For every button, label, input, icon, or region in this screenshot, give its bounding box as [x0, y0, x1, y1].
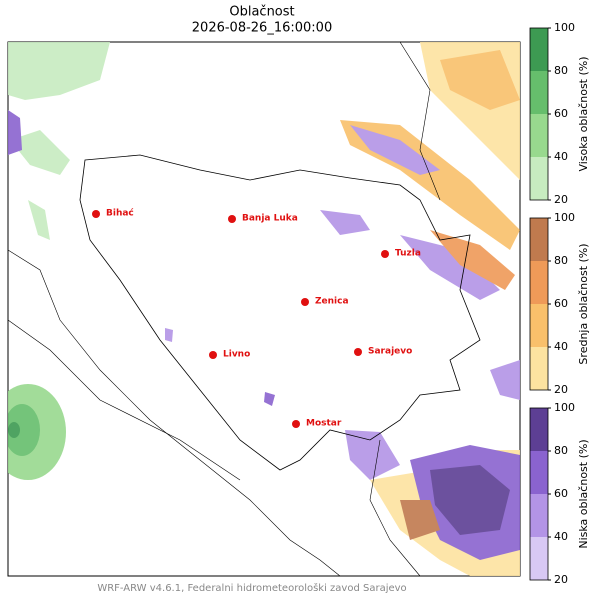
colorbar-band [530, 157, 548, 200]
city-dot [228, 215, 236, 223]
city-label: Banja Luka [242, 214, 298, 224]
colorbar-band [530, 304, 548, 347]
colorbar-tick-label: 20 [554, 383, 568, 396]
city-dot [209, 351, 217, 359]
colorbar-tick-label: 40 [554, 150, 568, 163]
city-label: Sarajevo [368, 347, 412, 357]
colorbar-tick-label: 80 [554, 254, 568, 267]
colorbar-band [530, 114, 548, 157]
colorbar-band [530, 218, 548, 261]
colorbar-tick-label: 40 [554, 340, 568, 353]
city-label: Bihać [106, 208, 134, 219]
colorbar-band [530, 408, 548, 451]
colorbar-tick-label: 40 [554, 530, 568, 543]
colorbar-tick-label: 60 [554, 297, 568, 310]
map-area [7, 41, 521, 577]
colorbar-tick-label: 20 [554, 573, 568, 586]
colorbar-tick-label: 100 [554, 21, 575, 34]
subtitle: 2026-08-26_16:00:00 [192, 21, 332, 36]
colorbar-label: Visoka oblačnost (%) [577, 56, 590, 171]
colorbar-band [530, 261, 548, 304]
city-dot [92, 210, 100, 218]
colorbar-tick-label: 80 [554, 64, 568, 77]
colorbar-label: Niska oblačnost (%) [577, 439, 590, 548]
colorbar-tick-label: 60 [554, 487, 568, 500]
city-dot [354, 348, 362, 356]
title: Oblačnost [229, 5, 294, 20]
colorbar-tick-label: 80 [554, 444, 568, 457]
colorbar-tick-label: 60 [554, 107, 568, 120]
colorbar-band [530, 494, 548, 537]
footer: WRF-ARW v4.6.1, Federalni hidrometeorolo… [97, 582, 406, 594]
city-label: Zenica [315, 297, 349, 307]
city-dot [301, 298, 309, 306]
colorbar-tick-label: 100 [554, 211, 575, 224]
city-label: Tuzla [395, 249, 421, 259]
colorbar-label: Srednja oblačnost (%) [577, 243, 590, 364]
city-dot [381, 250, 389, 258]
colorbar-band [530, 347, 548, 390]
colorbar-band [530, 71, 548, 114]
colorbar-band [530, 537, 548, 580]
city-dot [292, 420, 300, 428]
colorbar-tick-label: 100 [554, 401, 575, 414]
city-label: Livno [223, 350, 250, 360]
colorbar-band [530, 28, 548, 71]
colorbar-tick-label: 20 [554, 193, 568, 206]
colorbar-band [530, 451, 548, 494]
city-label: Mostar [306, 419, 342, 429]
